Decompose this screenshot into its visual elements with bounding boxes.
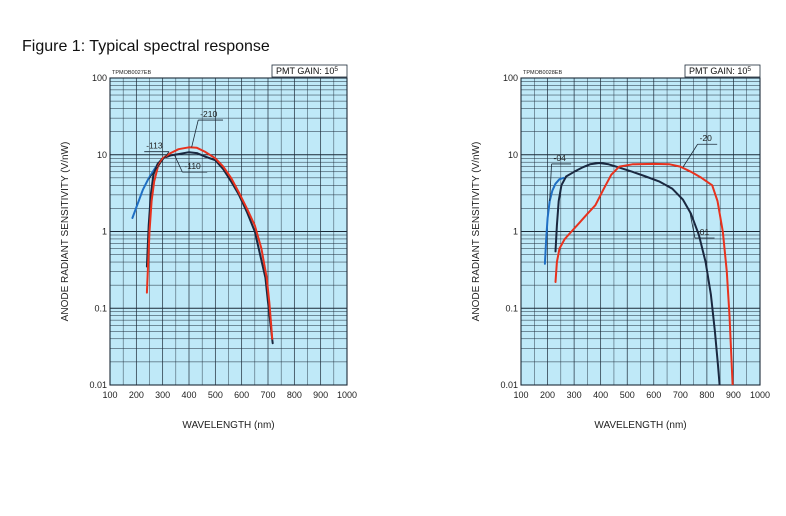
annotation-leader <box>689 210 696 239</box>
y-axis-label: ANODE RADIANT SENSITIVITY (V/nW) <box>60 142 71 322</box>
curve-label: -01 <box>697 227 710 237</box>
x-tick-label: 700 <box>673 390 688 400</box>
annotation-110: -110 <box>174 154 208 173</box>
gain-label: PMT GAIN: 105 <box>276 66 338 76</box>
gain-box: PMT GAIN: 105 <box>271 64 348 78</box>
gain-box-frame <box>684 64 761 78</box>
curve-label: -210 <box>200 109 217 119</box>
annotation-20: -20 <box>682 133 718 168</box>
y-tick-label: 0.01 <box>500 380 518 390</box>
gain-box: PMT GAIN: 105 <box>684 64 761 78</box>
x-tick-label: 1000 <box>337 390 357 400</box>
annotation-leader <box>682 144 698 168</box>
curve-label: -113 <box>146 141 163 151</box>
gain-label: PMT GAIN: 105 <box>689 66 751 76</box>
x-tick-label: 600 <box>646 390 661 400</box>
annotation-04: -04 <box>549 153 572 201</box>
curve-label: -20 <box>700 133 713 143</box>
series-line-20 <box>554 162 734 385</box>
x-tick-label: 100 <box>102 390 117 400</box>
x-axis-label: WAVELENGTH (nm) <box>594 420 686 431</box>
y-tick-label: 0.1 <box>505 303 518 313</box>
x-tick-label: 500 <box>208 390 223 400</box>
x-tick-label: 800 <box>287 390 302 400</box>
chart-code: TPMOB0028EB <box>523 70 562 76</box>
annotation-leader <box>148 151 170 180</box>
curve-label: -110 <box>184 161 201 171</box>
x-tick-label: 300 <box>155 390 170 400</box>
gain-text: PMT GAIN: 10 <box>276 66 334 76</box>
y-axis-label: ANODE RADIANT SENSITIVITY (V/nW) <box>471 142 482 322</box>
x-tick-label: 900 <box>726 390 741 400</box>
x-tick-label: 500 <box>620 390 635 400</box>
x-tick-label: 100 <box>513 390 528 400</box>
series-line-01 <box>554 162 721 385</box>
y-tick-label: 10 <box>508 150 518 160</box>
annotation-leader <box>174 154 183 173</box>
x-axis-label: WAVELENGTH (nm) <box>182 420 274 431</box>
gain-box-frame <box>271 64 348 78</box>
x-tick-label: 200 <box>540 390 555 400</box>
x-tick-label: 900 <box>313 390 328 400</box>
curve-label: -04 <box>554 153 567 163</box>
plot-frame <box>109 77 348 386</box>
y-tick-label: 100 <box>503 73 518 83</box>
x-tick-label: 1000 <box>750 390 770 400</box>
y-tick-label: 0.01 <box>89 380 107 390</box>
y-tick-label: 100 <box>92 73 107 83</box>
annotation-113: -113 <box>144 141 170 180</box>
x-tick-label: 400 <box>181 390 196 400</box>
y-tick-label: 0.1 <box>94 303 107 313</box>
x-tick-label: 600 <box>234 390 249 400</box>
y-tick-label: 1 <box>102 227 107 237</box>
plot-frame <box>520 77 761 386</box>
series-line-210 <box>145 146 274 340</box>
annotation-01: -01 <box>689 210 715 239</box>
series-line-04 <box>543 176 565 265</box>
gain-exponent: 5 <box>334 66 338 73</box>
grid-lines <box>520 78 761 386</box>
x-tick-label: 700 <box>260 390 275 400</box>
y-tick-label: 10 <box>97 150 107 160</box>
series-group <box>543 162 734 385</box>
series-line-113 <box>131 165 158 219</box>
x-tick-label: 200 <box>129 390 144 400</box>
x-tick-label: 800 <box>699 390 714 400</box>
x-tick-label: 300 <box>567 390 582 400</box>
annotation-leader <box>191 119 199 148</box>
y-tick-label: 1 <box>513 227 518 237</box>
figure-title: Figure 1: Typical spectral response <box>22 38 270 55</box>
gain-text: PMT GAIN: 10 <box>689 66 747 76</box>
gain-exponent: 5 <box>747 66 751 73</box>
annotation-leader <box>549 163 552 201</box>
annotation-210: -210 <box>191 109 224 148</box>
chart-code: TPMOB0027EB <box>112 70 151 76</box>
x-tick-label: 400 <box>593 390 608 400</box>
